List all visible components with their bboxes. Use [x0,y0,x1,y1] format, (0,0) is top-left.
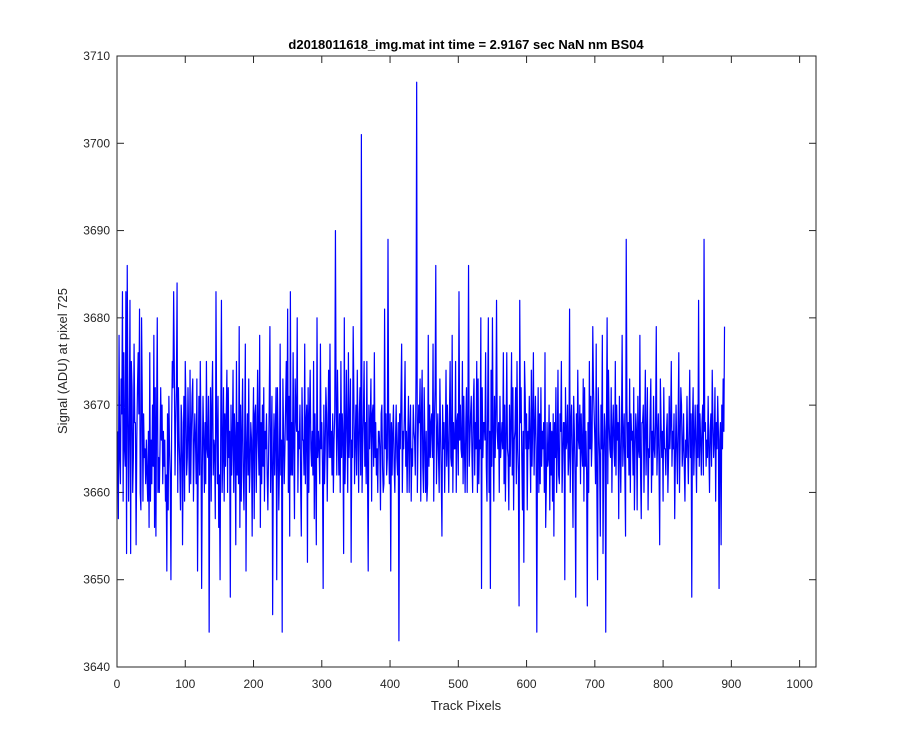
x-tick-label: 400 [380,677,400,691]
x-tick-label: 600 [517,677,537,691]
y-tick-label: 3690 [83,224,110,238]
axes-box [116,55,817,668]
chart-title: d2018011618_img.mat int time = 2.9167 se… [288,37,644,52]
y-axis-label: Signal (ADU) at pixel 725 [55,288,70,434]
y-tick-label: 3640 [83,660,110,674]
tick-marks [116,55,816,668]
y-tick-label: 3680 [83,311,110,325]
x-tick-label: 100 [175,677,195,691]
x-tick-label: 700 [585,677,605,691]
x-axis-label: Track Pixels [431,698,502,713]
y-tick-label: 3670 [83,398,110,412]
tick-labels: 0 100 200 300 400 500 600 700 800 900 1000 3640 3650… [83,49,813,691]
plot-area [117,56,816,667]
x-tick-label: 300 [312,677,332,691]
signal-line [117,81,726,642]
x-tick-label: 200 [244,677,264,691]
x-tick-label: 1000 [786,677,813,691]
x-tick-label: 500 [448,677,468,691]
x-tick-label: 800 [653,677,673,691]
x-tick-label: 900 [721,677,741,691]
y-tick-label: 3660 [83,485,110,499]
y-tick-label: 3650 [83,573,110,587]
y-tick-label: 3700 [83,136,110,150]
y-tick-label: 3710 [83,49,110,63]
x-tick-label: 0 [114,677,121,691]
